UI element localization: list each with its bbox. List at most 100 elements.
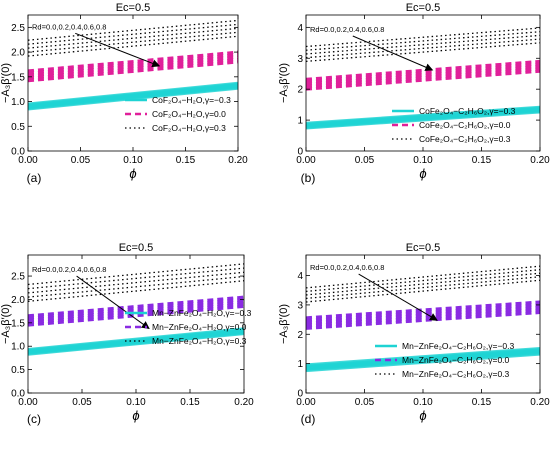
series-line <box>28 267 244 290</box>
chart-d: Ec=0.5 0.00 0.05 0.10 0.15 0.20 0 1 2 3 4 ϕ −A₃β′(0)… <box>278 242 550 426</box>
rd-arrow <box>352 35 434 71</box>
series-group <box>306 265 540 373</box>
legend-label: CoFe₂O₄−C₂H₆O₂,γ=−0.3 <box>419 106 516 116</box>
y-tick-label: 1.0 <box>11 342 25 353</box>
series-line <box>306 303 540 322</box>
y-tick-label: 0.0 <box>11 147 25 158</box>
x-tick-label: 0.15 <box>180 397 200 408</box>
legend: Mn−ZnFe₂O₄−H₂O,γ=−0.3 Mn−ZnFe₂O₄−H₂O,γ=0.… <box>125 308 252 346</box>
rd-annotation: Rd=0.0,0.2,0.4,0.6,0.8 <box>32 265 106 274</box>
x-tick-label: 0.20 <box>530 397 550 408</box>
chart-title: Ec=0.5 <box>119 242 154 254</box>
series-line <box>306 276 540 300</box>
series-line <box>28 27 238 49</box>
x-tick-label: 0.05 <box>355 155 375 166</box>
x-tick-label: 0.10 <box>413 397 433 408</box>
rd-arrow <box>75 32 161 68</box>
y-tick-label: 2.5 <box>11 272 25 283</box>
x-tick-label: 0.00 <box>18 155 38 166</box>
series-line <box>306 38 540 59</box>
legend: Mn−ZnFe₂O₄−C₂H₆O₂,γ=−0.3 Mn−ZnFe₂O₄−C₂H₆O… <box>375 341 514 379</box>
series-line <box>306 105 540 126</box>
x-tick-label: 0.10 <box>123 155 143 166</box>
series-line <box>306 269 540 293</box>
panel-label: (b) <box>301 171 316 185</box>
y-tick-label: 4 <box>297 23 303 34</box>
series-line <box>306 62 540 84</box>
legend-label: Mn−ZnFe₂O₄−H₂O,γ=0.0 <box>152 322 247 332</box>
x-tick-label: 0.05 <box>71 155 91 166</box>
legend-label: CoF₂O₄−H₂O,γ=0.3 <box>152 123 226 133</box>
series-line <box>28 300 244 322</box>
series-line <box>28 302 244 325</box>
series-line <box>28 53 238 75</box>
y-tick-label: 1.0 <box>11 97 25 108</box>
series-line <box>306 308 540 328</box>
chart-title: Ec=0.5 <box>406 2 441 14</box>
x-tick-label: 0.10 <box>413 155 433 166</box>
x-tick-label: 0.15 <box>472 397 492 408</box>
series-line <box>28 297 244 320</box>
x-axis-label: ϕ <box>419 408 426 423</box>
series-line <box>306 69 540 91</box>
x-tick-label: 0.20 <box>530 155 550 166</box>
legend-label: CoFe₂O₄−C₂H₆O₂,γ=0.3 <box>419 134 511 144</box>
series-line <box>28 19 238 41</box>
series-line <box>306 34 540 55</box>
y-tick-label: 0 <box>297 389 303 400</box>
x-axis-label: ϕ <box>419 166 426 181</box>
x-axis-label: ϕ <box>129 166 136 181</box>
series-line <box>306 59 540 81</box>
series-line <box>28 275 244 298</box>
y-tick-label: 1.5 <box>11 72 25 83</box>
x-axis-label: ϕ <box>132 408 139 423</box>
series-line <box>28 23 238 45</box>
y-tick-label: 0.5 <box>11 365 25 376</box>
series-line <box>306 265 540 289</box>
rd-arrow <box>358 273 438 321</box>
series-line <box>28 55 238 78</box>
rd-arrow <box>76 275 150 330</box>
legend: CoF₂O₄−H₂O,γ=−0.3 CoF₂O₄−H₂O,γ=0.0 CoF₂O₄−… <box>125 95 231 133</box>
chart-a: Ec=0.5 0.00 0.05 0.10 0.15 0.20 0.0 0.5 1.0 1.5 2.… <box>0 2 248 185</box>
y-tick-label: 2.5 <box>11 23 25 34</box>
series-group <box>28 263 244 356</box>
y-tick-label: 2 <box>297 330 303 341</box>
y-tick-label: 3 <box>297 300 303 311</box>
panel-label: (d) <box>301 412 316 426</box>
y-axis-label: −A₃β′(0) <box>278 304 290 344</box>
series-line <box>28 304 244 327</box>
series-line <box>306 27 540 48</box>
series-line <box>28 263 244 286</box>
legend-label: CoFe₂O₄−C₂H₆O₂,γ=0.0 <box>419 120 511 130</box>
series-line <box>28 271 244 294</box>
legend-label: Mn−ZnFe₂O₄−H₂O,γ=−0.3 <box>152 308 252 318</box>
y-tick-label: 2 <box>297 85 303 96</box>
rd-annotation: Rd=0.0,0.2,0.4,0.6,0.8 <box>32 22 106 31</box>
y-tick-label: 2.0 <box>11 295 25 306</box>
series-line <box>28 31 238 53</box>
series-line <box>28 35 238 57</box>
legend-label: Mn−ZnFe₂O₄−C₂H₆O₂,γ=−0.3 <box>402 341 514 351</box>
y-tick-label: 0.5 <box>11 122 25 133</box>
y-axis-label: −A₃β′(0) <box>0 63 12 103</box>
y-tick-label: 1 <box>297 116 303 127</box>
series-line <box>306 42 540 63</box>
y-tick-label: 1 <box>297 359 303 370</box>
chart-c: Ec=0.5 0.00 0.05 0.10 0.15 0.20 0.0 0.5 1.0 1.5 2.… <box>0 242 254 426</box>
series-line <box>28 295 244 318</box>
series-line <box>306 305 540 325</box>
series-line <box>28 327 244 352</box>
legend: CoFe₂O₄−C₂H₆O₂,γ=−0.3 CoFe₂O₄−C₂H₆O₂,γ=0.… <box>392 106 516 144</box>
x-tick-label: 0.15 <box>472 155 492 166</box>
series-group <box>306 27 540 130</box>
x-tick-label: 0.15 <box>176 155 196 166</box>
series-line <box>28 81 238 107</box>
series-line <box>306 279 540 303</box>
legend-label: CoF₂O₄−H₂O,γ=0.0 <box>152 109 226 119</box>
series-line <box>28 60 238 83</box>
series-line <box>306 346 540 368</box>
y-tick-label: 0.0 <box>11 389 25 400</box>
series-line <box>306 67 540 89</box>
